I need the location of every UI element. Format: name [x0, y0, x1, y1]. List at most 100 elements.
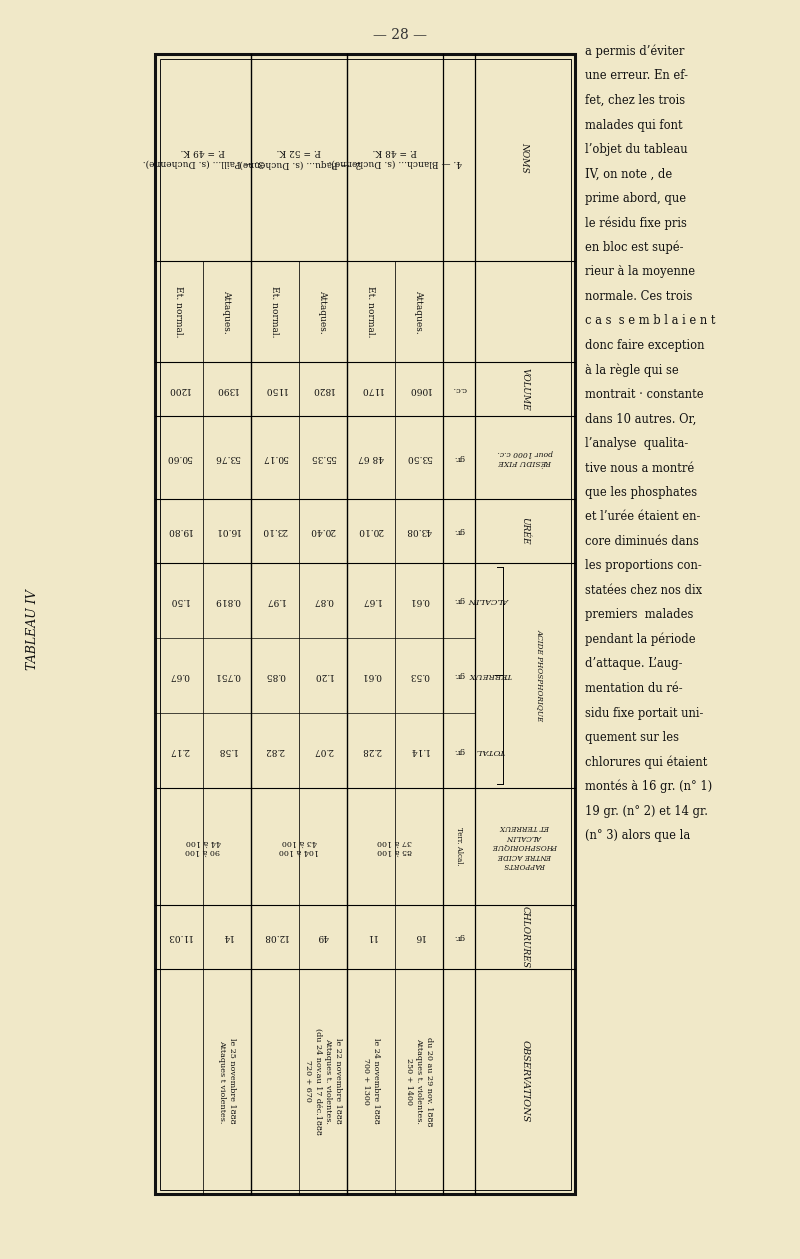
Text: RÉSIDU FIXE
pour 1000 c.c.: RÉSIDU FIXE pour 1000 c.c.: [498, 448, 553, 466]
Text: VOLUME: VOLUME: [521, 368, 530, 410]
Text: 0.85: 0.85: [265, 671, 285, 680]
Text: prime abord, que: prime abord, que: [585, 193, 686, 205]
Text: 1.97: 1.97: [265, 596, 285, 604]
Text: 16.01: 16.01: [214, 526, 240, 535]
Text: 1.58: 1.58: [217, 747, 237, 755]
Text: 2.17: 2.17: [169, 747, 189, 755]
Text: chlorures qui étaient: chlorures qui étaient: [585, 755, 707, 769]
Text: une erreur. En ef-: une erreur. En ef-: [585, 69, 688, 83]
Text: 55.35: 55.35: [310, 453, 336, 462]
Text: normale. Ces trois: normale. Ces trois: [585, 290, 692, 303]
Text: 0.61: 0.61: [361, 671, 381, 680]
Text: 48 67: 48 67: [358, 453, 384, 462]
Text: 0.67: 0.67: [169, 671, 189, 680]
Text: 14: 14: [222, 932, 233, 942]
Text: TERREUX: TERREUX: [468, 671, 512, 680]
Text: dans 10 autres. Or,: dans 10 autres. Or,: [585, 413, 696, 426]
Text: montés à 16 gr. (n° 1): montés à 16 gr. (n° 1): [585, 781, 712, 793]
Text: les proportions con-: les proportions con-: [585, 559, 702, 573]
Text: que les phosphates: que les phosphates: [585, 486, 697, 499]
Text: 19.80: 19.80: [166, 526, 192, 535]
Text: Et. normal.: Et. normal.: [174, 286, 183, 337]
Text: 0.819: 0.819: [214, 596, 240, 604]
Text: gr.: gr.: [454, 671, 465, 680]
Text: malades qui font: malades qui font: [585, 118, 682, 131]
Text: 0.751: 0.751: [214, 671, 240, 680]
Text: 50.17: 50.17: [262, 453, 288, 462]
Text: 1.67: 1.67: [361, 596, 381, 604]
Text: 90 à 100
44 à 100: 90 à 100 44 à 100: [186, 837, 221, 855]
Text: montrait · constante: montrait · constante: [585, 388, 704, 402]
Text: 1390: 1390: [215, 385, 238, 394]
Text: premiers  malades: premiers malades: [585, 608, 694, 622]
Text: 2.07: 2.07: [313, 747, 333, 755]
Text: fet, chez les trois: fet, chez les trois: [585, 94, 685, 107]
Text: 1.20: 1.20: [313, 671, 333, 680]
Text: d’attaque. L’aug-: d’attaque. L’aug-: [585, 657, 682, 671]
Text: 11: 11: [366, 932, 377, 942]
Text: 1200: 1200: [167, 385, 190, 394]
Text: 85 à 100
37 à 100: 85 à 100 37 à 100: [378, 837, 413, 855]
Text: l’analyse  qualita-: l’analyse qualita-: [585, 437, 688, 449]
Text: RAPPORTS
ENTRE ACIDE
PHOSPHORIQUE
ALCALIN
ET TERREUX: RAPPORTS ENTRE ACIDE PHOSPHORIQUE ALCALI…: [492, 823, 558, 870]
Text: 53.76: 53.76: [214, 453, 240, 462]
Text: mentation du ré-: mentation du ré-: [585, 682, 682, 695]
Text: et l’urée étaient en-: et l’urée étaient en-: [585, 510, 700, 524]
Text: Terr. Alcal.: Terr. Alcal.: [455, 827, 463, 866]
Text: NOMS: NOMS: [521, 142, 530, 172]
Text: 104 à 100
43 à 100: 104 à 100 43 à 100: [279, 837, 319, 855]
Text: en bloc est supé-: en bloc est supé-: [585, 240, 683, 254]
Bar: [155, 54, 575, 1194]
Text: Attaques.: Attaques.: [318, 290, 327, 334]
Text: le 25 novembre 1888
Attaques t violentes.: le 25 novembre 1888 Attaques t violentes…: [218, 1039, 236, 1124]
Text: gr.: gr.: [454, 526, 465, 535]
Text: IV, on note , de: IV, on note , de: [585, 167, 672, 180]
Text: 1.14: 1.14: [409, 747, 429, 755]
Text: 0.87: 0.87: [313, 596, 333, 604]
Text: 53.50: 53.50: [406, 453, 432, 462]
Text: le résidu fixe pris: le résidu fixe pris: [585, 217, 687, 230]
Text: le 22 novembre 1888
Attaques t. violentes.
(du 24 nov.au 17 déc.1888
720 + 670: le 22 novembre 1888 Attaques t. violente…: [304, 1027, 342, 1134]
Text: l’objet du tableau: l’objet du tableau: [585, 144, 688, 156]
Text: 1060: 1060: [407, 385, 430, 394]
Text: 2.82: 2.82: [265, 747, 285, 755]
Text: pendant la période: pendant la période: [585, 633, 696, 647]
Text: 43.08: 43.08: [406, 526, 432, 535]
Text: 1820: 1820: [311, 385, 334, 394]
Text: gr.: gr.: [454, 597, 465, 604]
Text: 23.10: 23.10: [262, 526, 288, 535]
Text: c a s  s e m b l a i e n t: c a s s e m b l a i e n t: [585, 315, 715, 327]
Text: 2. — Paqu... (s. Duchenne).
P. = 52 K.: 2. — Paqu... (s. Duchenne). P. = 52 K.: [237, 147, 362, 167]
Text: 19 gr. (n° 2) et 14 gr.: 19 gr. (n° 2) et 14 gr.: [585, 805, 708, 817]
Text: Attaques.: Attaques.: [414, 290, 423, 334]
Text: 11.03: 11.03: [166, 932, 192, 942]
Text: 2.28: 2.28: [361, 747, 381, 755]
Text: a permis d’éviter: a permis d’éviter: [585, 45, 684, 58]
Text: sidu fixe portait uni-: sidu fixe portait uni-: [585, 706, 703, 719]
Text: 0.61: 0.61: [409, 596, 429, 604]
Text: statées chez nos dix: statées chez nos dix: [585, 584, 702, 597]
Text: OBSERVATIONS: OBSERVATIONS: [521, 1040, 530, 1123]
Text: le 24 novembre 1888
700 + 1300: le 24 novembre 1888 700 + 1300: [362, 1039, 380, 1124]
Text: gr.: gr.: [454, 453, 465, 462]
Text: — 28 —: — 28 —: [373, 28, 427, 42]
Text: Et. normal.: Et. normal.: [270, 286, 279, 337]
Text: core diminués dans: core diminués dans: [585, 535, 699, 548]
Text: 0.53: 0.53: [409, 671, 429, 680]
Text: TOTAL: TOTAL: [475, 747, 505, 754]
Text: (n° 3) alors que la: (n° 3) alors que la: [585, 828, 690, 842]
Text: du 20 au 29 nov. 1888
Attaques t. violentes.
250 + 1400: du 20 au 29 nov. 1888 Attaques t. violen…: [405, 1036, 433, 1126]
Text: 16: 16: [414, 932, 425, 942]
Text: 1.50: 1.50: [169, 596, 189, 604]
Text: 49: 49: [318, 932, 329, 942]
Text: 20.10: 20.10: [358, 526, 384, 535]
Text: tive nous a montré: tive nous a montré: [585, 462, 694, 475]
Text: CHLORURES: CHLORURES: [521, 905, 530, 968]
Text: c.c.: c.c.: [452, 385, 466, 393]
Text: URÉE: URÉE: [521, 517, 530, 545]
Bar: [159, 58, 570, 1190]
Text: à la règle qui se: à la règle qui se: [585, 364, 678, 376]
Text: gr.: gr.: [454, 747, 465, 754]
Text: 4. — Blanch... (s. Duchenne).
P. = 48 K.: 4. — Blanch... (s. Duchenne). P. = 48 K.: [328, 147, 462, 167]
Text: 12.08: 12.08: [262, 932, 288, 942]
